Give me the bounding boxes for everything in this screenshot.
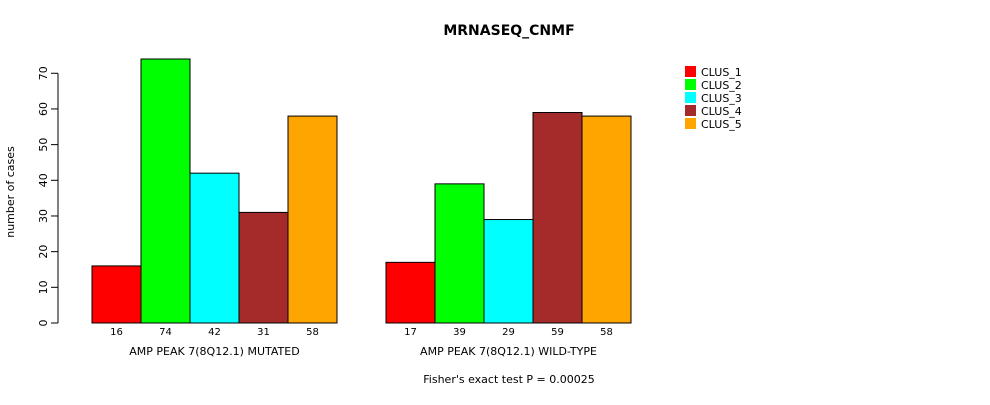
group-label: AMP PEAK 7(8Q12.1) MUTATED	[129, 345, 299, 358]
bar	[385, 261, 436, 324]
bar-value-label: 58	[306, 327, 319, 338]
y-tick-label: 70	[37, 66, 50, 80]
legend-swatch	[685, 118, 696, 129]
bar	[189, 172, 240, 324]
bar-value-labels: 16 74 42 31 58 17 39 29 59 58	[110, 327, 613, 338]
bar-value-label: 58	[600, 327, 613, 338]
legend-swatch	[685, 92, 696, 103]
bar-value-label: 74	[159, 327, 172, 338]
legend-swatch	[685, 79, 696, 90]
group-labels: AMP PEAK 7(8Q12.1) MUTATED AMP PEAK 7(8Q1…	[129, 345, 597, 358]
legend-label: CLUS_4	[701, 105, 742, 118]
bars	[91, 58, 632, 324]
y-tick-label: 50	[37, 138, 50, 152]
chart-title: MRNASEQ_CNMF	[443, 23, 574, 39]
bar-value-label: 17	[404, 327, 417, 338]
y-axis-label: number of cases	[4, 146, 17, 238]
y-tick-label: 40	[37, 173, 50, 187]
bar	[287, 115, 338, 324]
fisher-test-footnote: Fisher's exact test P = 0.00025	[423, 373, 594, 386]
y-tick-label: 0	[37, 320, 50, 327]
y-tick-label: 60	[37, 102, 50, 116]
legend-swatch	[685, 66, 696, 77]
legend-label: CLUS_2	[701, 79, 742, 92]
legend-swatch	[685, 105, 696, 116]
legend-label: CLUS_3	[701, 92, 742, 105]
legend-label: CLUS_1	[701, 66, 742, 79]
bar-value-label: 29	[502, 327, 515, 338]
group-label: AMP PEAK 7(8Q12.1) WILD-TYPE	[420, 345, 597, 358]
y-tick-label: 10	[37, 280, 50, 294]
bar-value-label: 16	[110, 327, 123, 338]
legend-label: CLUS_5	[701, 118, 742, 131]
bar-value-label: 39	[453, 327, 466, 338]
y-tick-label: 20	[37, 245, 50, 259]
bar	[434, 183, 485, 324]
bar	[238, 211, 289, 324]
y-tick-label: 30	[37, 209, 50, 223]
bar	[532, 112, 583, 324]
bar	[140, 58, 191, 324]
y-axis-ticks: 0 10 20 30 40 50 60 70	[37, 66, 58, 327]
bar	[483, 219, 534, 324]
bar-value-label: 31	[257, 327, 270, 338]
bar-value-label: 59	[551, 327, 564, 338]
bar	[91, 265, 142, 324]
bar	[581, 115, 632, 324]
bar-value-label: 42	[208, 327, 221, 338]
